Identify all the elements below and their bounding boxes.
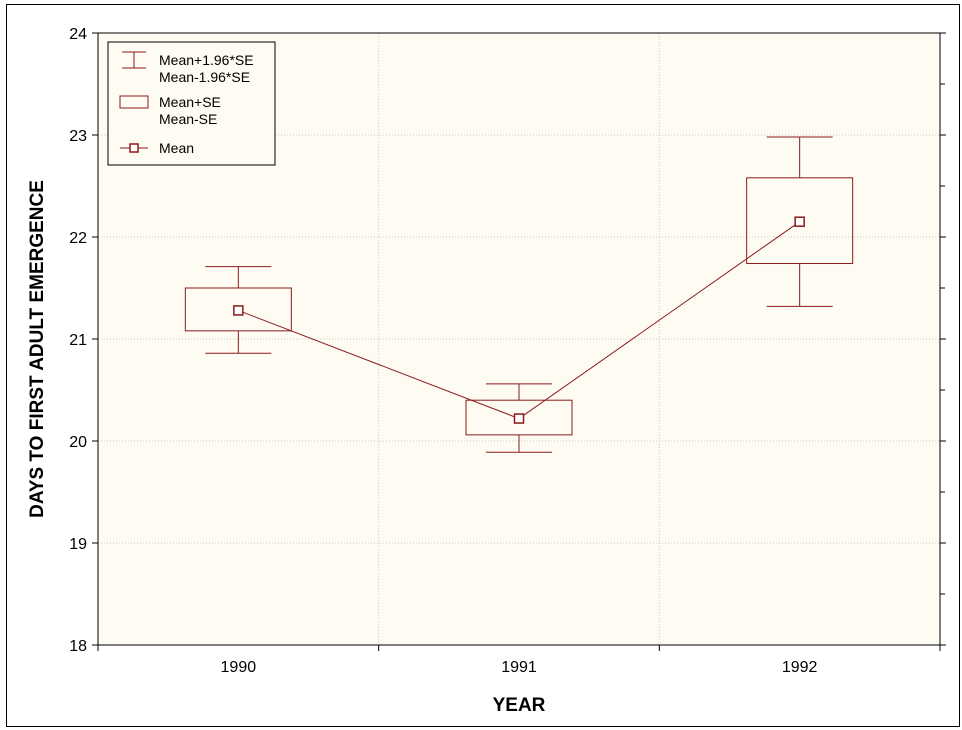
legend-label: Mean+1.96*SE: [159, 52, 254, 68]
se-box: [184, 287, 292, 332]
y-tick-label: 21: [69, 332, 87, 349]
legend-label: Mean-SE: [159, 111, 217, 127]
legend-label: Mean-1.96*SE: [159, 69, 250, 85]
y-tick-label: 22: [69, 230, 87, 247]
legend-marker-symbol: [129, 143, 139, 153]
x-axis-title: YEAR: [493, 695, 546, 716]
x-tick-label: 1990: [221, 659, 257, 676]
y-tick-label: 20: [69, 434, 87, 451]
se-box: [465, 399, 573, 436]
y-tick-label: 24: [69, 26, 87, 43]
x-tick-label: 1992: [782, 659, 818, 676]
legend-label: Mean+SE: [159, 94, 221, 110]
legend-label: Mean: [159, 140, 194, 156]
data-marks: [184, 136, 854, 453]
mean-marker: [513, 413, 525, 424]
y-tick-label: 18: [69, 638, 87, 655]
y-tick-label: 19: [69, 536, 87, 553]
mean-marker: [794, 216, 805, 227]
mean-marker: [233, 305, 244, 316]
legend-box-symbol: [119, 95, 149, 109]
x-tick-label: 1991: [501, 659, 537, 676]
y-tick-label: 23: [69, 128, 87, 145]
axes: 18 19 20 21 22 23 24 1990 1991 1992: [69, 26, 946, 676]
y-axis-title: DAYS TO FIRST ADULT EMERGENCE: [27, 180, 48, 518]
se-box: [746, 177, 854, 265]
